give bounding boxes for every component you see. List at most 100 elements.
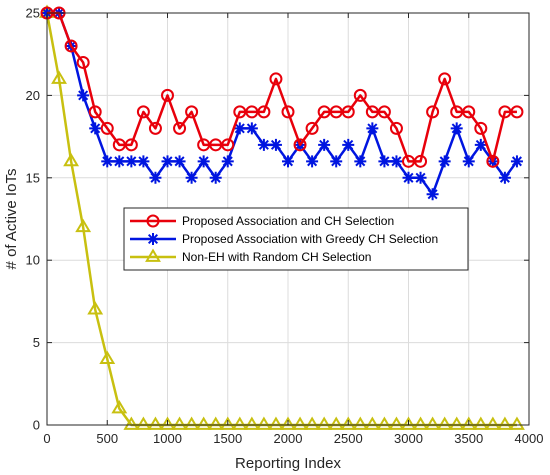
circle-marker xyxy=(353,88,367,102)
triangle-marker xyxy=(364,416,381,430)
x-tick-label: 1000 xyxy=(153,431,182,446)
triangle-marker xyxy=(123,416,140,430)
y-tick-label: 20 xyxy=(26,88,40,103)
circle-marker xyxy=(329,105,343,119)
triangle-marker xyxy=(231,416,248,430)
circle-marker xyxy=(317,105,331,119)
asterisk-marker xyxy=(221,155,234,168)
y-tick-label: 10 xyxy=(26,253,40,268)
circle-marker xyxy=(402,154,415,168)
x-tick-label: 3500 xyxy=(454,431,483,446)
circle-marker xyxy=(64,39,78,53)
x-axis-label: Reporting Index xyxy=(235,455,341,472)
asterisk-marker xyxy=(101,155,114,168)
circle-marker xyxy=(124,138,138,152)
triangle-marker xyxy=(87,301,104,315)
circle-marker xyxy=(76,55,90,69)
triangle-marker xyxy=(280,416,296,430)
y-tick-label: 25 xyxy=(26,6,40,21)
asterisk-marker xyxy=(414,171,427,184)
triangle-marker xyxy=(159,416,176,430)
triangle-marker xyxy=(195,416,212,430)
legend-box xyxy=(123,207,469,271)
circle-marker xyxy=(269,72,283,86)
circle-marker xyxy=(209,138,223,152)
triangle-marker xyxy=(219,416,236,430)
asterisk-marker xyxy=(450,122,463,135)
triangle-marker xyxy=(316,416,333,430)
circle-marker xyxy=(389,121,403,135)
asterisk-marker xyxy=(209,171,222,184)
triangle-marker xyxy=(304,416,321,430)
circle-marker xyxy=(426,105,440,119)
circle-marker xyxy=(257,105,271,119)
triangle-marker xyxy=(255,416,272,430)
circle-marker xyxy=(146,214,160,228)
asterisk-marker xyxy=(147,233,159,245)
triangle-marker xyxy=(496,416,513,430)
circle-marker xyxy=(293,138,307,152)
x-tick-label: 0 xyxy=(43,431,50,446)
triangle-marker xyxy=(111,400,128,414)
triangle-marker xyxy=(509,416,525,430)
asterisk-marker xyxy=(378,155,391,168)
axis-ticks: 0 500 1000 1500 2000 2500 3000 3500 4000 0 5 10 15 20… xyxy=(26,6,544,447)
y-axis-label: # of Active IoTs xyxy=(3,169,20,270)
legend: Proposed Association and CH Selection Pro… xyxy=(123,207,469,271)
legend-label: Proposed Association and CH Selection xyxy=(182,214,394,228)
circle-marker xyxy=(136,105,150,119)
asterisk-marker xyxy=(233,122,246,135)
x-tick-label: 2000 xyxy=(274,431,303,446)
circle-marker xyxy=(148,121,162,135)
triangle-marker xyxy=(243,416,260,430)
triangle-marker xyxy=(400,416,417,430)
triangle-marker xyxy=(340,416,357,430)
asterisk-marker xyxy=(354,155,367,168)
y-tick-label: 5 xyxy=(33,335,40,350)
triangle-marker xyxy=(460,416,477,430)
triangle-marker xyxy=(484,416,501,430)
series-group xyxy=(40,6,524,168)
circle-marker xyxy=(305,121,319,135)
asterisk-marker xyxy=(257,138,270,151)
series-line xyxy=(47,11,518,196)
triangle-marker xyxy=(424,416,441,430)
asterisk-marker xyxy=(149,171,162,184)
asterisk-marker xyxy=(510,155,523,168)
asterisk-marker xyxy=(245,122,258,135)
asterisk-marker xyxy=(438,155,451,168)
circle-marker xyxy=(161,88,174,102)
asterisk-marker xyxy=(185,171,198,184)
circle-marker xyxy=(245,105,259,119)
circle-marker xyxy=(450,105,464,119)
asterisk-marker xyxy=(269,138,282,151)
asterisk-marker xyxy=(318,138,331,151)
circle-marker xyxy=(281,105,295,119)
asterisk-marker xyxy=(77,89,90,102)
circle-marker xyxy=(221,138,235,152)
triangle-marker xyxy=(376,416,393,430)
asterisk-marker xyxy=(390,155,403,168)
triangle-marker xyxy=(472,416,489,430)
asterisk-marker xyxy=(366,122,379,135)
triangle-marker xyxy=(51,70,67,84)
triangle-marker xyxy=(352,416,369,430)
legend-label: Non-EH with Random CH Selection xyxy=(182,250,371,264)
circle-marker xyxy=(438,72,452,86)
circle-marker xyxy=(341,105,355,119)
circle-marker xyxy=(173,121,187,135)
asterisk-marker xyxy=(173,155,186,168)
circle-marker xyxy=(112,138,126,152)
x-tick-label: 4000 xyxy=(515,431,544,446)
x-tick-label: 3000 xyxy=(394,431,423,446)
asterisk-marker xyxy=(197,155,210,168)
triangle-marker xyxy=(448,416,465,430)
triangle-marker xyxy=(292,416,308,430)
asterisk-marker xyxy=(342,138,355,151)
circle-marker xyxy=(510,105,524,119)
triangle-marker xyxy=(145,248,161,262)
triangle-marker xyxy=(328,416,345,430)
asterisk-marker xyxy=(161,155,174,168)
circle-marker xyxy=(100,121,114,135)
triangle-marker xyxy=(135,416,152,430)
